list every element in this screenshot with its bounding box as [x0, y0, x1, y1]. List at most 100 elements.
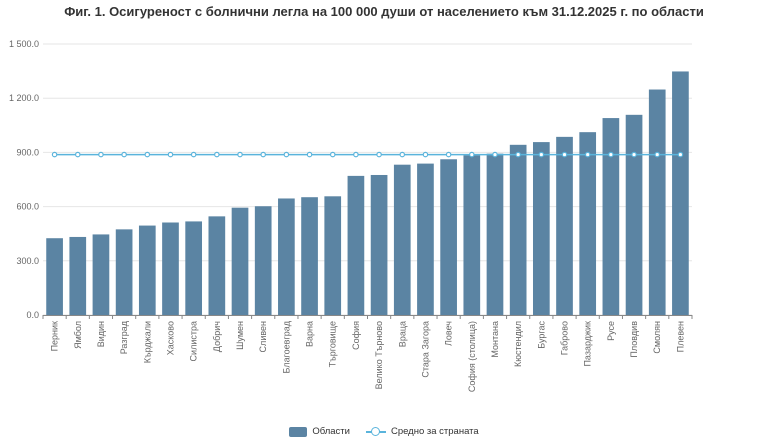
average-point[interactable] [445, 151, 452, 158]
x-tick-label: Габрово [560, 321, 570, 355]
legend-label-bars: Области [312, 426, 350, 437]
average-point[interactable] [283, 151, 290, 158]
average-point[interactable] [561, 151, 568, 158]
x-tick-label: Кърджали [142, 321, 152, 363]
x-tick-label: Монтана [490, 321, 500, 358]
y-tick-label: 300.0 [16, 256, 39, 266]
x-tick-label: Шумен [235, 321, 245, 350]
x-tick-label: Пловдив [629, 321, 639, 358]
average-point[interactable] [260, 151, 266, 158]
x-tick-label: Бургас [536, 321, 546, 349]
y-tick-label: 900.0 [16, 147, 39, 157]
x-tick-label: Перник [50, 321, 60, 351]
average-point[interactable] [538, 151, 545, 158]
bar[interactable] [278, 198, 295, 315]
bar[interactable] [162, 222, 179, 315]
average-point[interactable] [492, 151, 498, 158]
bar[interactable] [92, 234, 110, 315]
average-point[interactable] [144, 151, 151, 158]
bar[interactable] [393, 164, 411, 315]
average-point[interactable] [654, 151, 661, 158]
x-tick-label: Ямбол [73, 321, 83, 349]
bar[interactable] [625, 114, 643, 315]
x-tick-label: София (столица) [467, 321, 477, 392]
bar[interactable] [347, 175, 365, 315]
bar[interactable] [46, 238, 63, 315]
average-point[interactable] [422, 151, 429, 158]
bar[interactable] [556, 136, 573, 315]
average-point[interactable] [306, 151, 313, 158]
bar[interactable] [579, 132, 597, 315]
average-point[interactable] [214, 151, 220, 158]
x-tick-label: Хасково [165, 321, 175, 355]
bar[interactable] [324, 196, 342, 315]
x-tick-label: Пазарджик [583, 321, 593, 367]
chart-plot: 0.0 300.0 600.0 900.0 1 200.0 1 500.0 Перник Ям… [9, 39, 693, 392]
average-point[interactable] [584, 151, 591, 158]
x-tick-label: Благоевград [281, 320, 291, 373]
bar[interactable] [301, 197, 318, 315]
x-tick-label: Русе [606, 321, 616, 341]
bar[interactable] [138, 225, 156, 315]
bar[interactable] [69, 236, 87, 315]
average-point[interactable] [237, 151, 243, 158]
bar[interactable] [440, 159, 457, 315]
bar[interactable] [185, 221, 203, 315]
x-tick-label: Велико Търново [374, 321, 384, 389]
average-point[interactable] [677, 151, 684, 158]
x-tick-label: Смолян [652, 321, 662, 354]
bar[interactable] [115, 229, 133, 315]
x-tick-label: Сливен [258, 321, 268, 352]
y-tick-label: 1 500.0 [9, 39, 39, 49]
y-tick-label: 0.0 [26, 310, 39, 320]
x-tick-label: Ловеч [444, 321, 454, 346]
average-point[interactable] [51, 151, 58, 158]
average-point[interactable] [190, 151, 197, 158]
x-tick-label: Силистра [189, 321, 199, 361]
y-tick-label: 1 200.0 [9, 93, 39, 103]
average-point[interactable] [469, 151, 475, 158]
bar[interactable] [486, 153, 504, 315]
chart-title: Фиг. 1. Осигуреност с болнични легла на … [64, 4, 704, 19]
legend-item-average[interactable]: Средно за страната [365, 426, 479, 437]
bar[interactable] [417, 163, 434, 315]
x-tick-label: София [351, 321, 361, 350]
average-point[interactable] [98, 151, 104, 158]
bar[interactable] [672, 71, 689, 315]
average-point[interactable] [329, 151, 336, 158]
average-point[interactable] [399, 151, 406, 158]
bar[interactable] [370, 174, 388, 315]
x-tick-label: Разград [119, 320, 129, 354]
average-point[interactable] [167, 151, 174, 158]
bar[interactable] [602, 118, 620, 315]
chart-legend: Области Средно за страната [0, 426, 768, 437]
average-point[interactable] [74, 151, 81, 158]
legend-label-average: Средно за страната [390, 426, 479, 437]
bar[interactable] [648, 89, 666, 315]
average-point[interactable] [121, 151, 127, 158]
legend-swatch-bars [289, 426, 308, 437]
x-tick-label: Стара Загора [420, 321, 430, 378]
x-tick-label: Варна [305, 321, 315, 347]
bar[interactable] [532, 142, 550, 315]
bar[interactable] [254, 206, 272, 315]
average-point[interactable] [376, 151, 382, 158]
average-point[interactable] [631, 151, 637, 158]
x-tick-label: Враца [397, 321, 407, 347]
x-tick-label: Кюстендил [513, 321, 523, 367]
x-tick-label: Видин [96, 321, 106, 347]
x-tick-label: Плевен [675, 321, 685, 352]
average-point[interactable] [515, 151, 521, 158]
x-tick-label: Търговище [328, 321, 338, 367]
y-tick-label: 600.0 [16, 202, 39, 212]
bar[interactable] [463, 155, 481, 315]
average-point[interactable] [353, 151, 359, 158]
x-tick-label: Добрич [212, 321, 222, 352]
bar[interactable] [231, 207, 249, 315]
legend-swatch-average [365, 426, 386, 437]
bar[interactable] [208, 216, 226, 315]
legend-item-bars[interactable]: Области [289, 426, 350, 437]
average-point[interactable] [608, 151, 614, 158]
bar[interactable] [509, 144, 527, 315]
